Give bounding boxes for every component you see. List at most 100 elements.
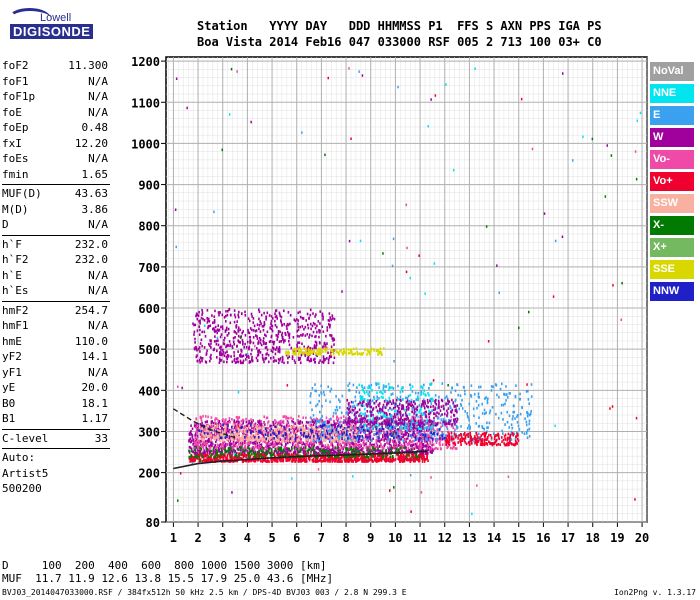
echo-point — [377, 454, 379, 458]
echo-point — [206, 439, 209, 443]
echo-point — [415, 426, 417, 430]
echo-point — [490, 385, 493, 388]
echo-point — [254, 445, 257, 449]
echo-point — [277, 428, 280, 431]
echo-point — [375, 460, 378, 463]
echo-point — [245, 455, 247, 459]
echo-point — [227, 432, 229, 435]
echo-point — [386, 403, 388, 407]
logo-lowell: Lowell — [40, 12, 72, 24]
echo-point — [401, 404, 403, 407]
echo-point — [313, 443, 315, 447]
echo-point — [477, 438, 480, 441]
echo-point — [401, 390, 404, 393]
logo-digisonde: DIGISONDE — [10, 24, 94, 39]
echo-point — [527, 398, 530, 401]
echo-point — [353, 424, 355, 428]
echo-point — [418, 447, 421, 451]
echo-point — [389, 418, 391, 422]
echo-point — [212, 425, 215, 428]
echo-point — [321, 415, 323, 418]
echo-point — [378, 404, 380, 408]
echo-point — [237, 429, 240, 433]
echo-point — [370, 383, 372, 387]
echo-point — [341, 435, 343, 439]
echo-point — [452, 445, 455, 448]
echo-point — [209, 432, 212, 435]
echo-point — [530, 383, 533, 386]
echo-point — [348, 421, 351, 424]
echo-point — [346, 443, 348, 446]
echo-point — [217, 419, 219, 422]
param-value: N/A — [88, 90, 108, 103]
echo-point — [232, 443, 235, 446]
param-row: yF1 N/A — [2, 365, 110, 381]
echo-point — [338, 443, 340, 447]
echo-point — [408, 458, 411, 462]
echo-point — [411, 421, 413, 425]
echo-point — [370, 439, 373, 443]
echo-point — [351, 411, 353, 414]
x-tick-label: 8 — [342, 531, 349, 545]
x-tick-label: 18 — [586, 531, 600, 545]
echo-point — [248, 428, 250, 431]
echo-point — [348, 444, 351, 448]
echo-point — [321, 441, 323, 445]
echo-point — [301, 448, 303, 451]
echo-point — [284, 439, 286, 443]
echo-point — [417, 458, 419, 461]
echo-point — [322, 459, 324, 463]
echo-point — [267, 446, 269, 449]
echo-point — [369, 418, 372, 422]
echo-point — [328, 438, 331, 442]
echo-point — [447, 402, 450, 405]
echo-point — [198, 450, 201, 454]
echo-point — [414, 391, 417, 395]
echo-point — [210, 436, 213, 439]
echo-point — [284, 430, 287, 434]
echo-point — [397, 412, 399, 416]
echo-point — [230, 449, 233, 453]
echo-point — [194, 432, 197, 435]
echo-point — [307, 421, 309, 424]
echo-point — [511, 417, 514, 421]
echo-point — [256, 428, 259, 431]
echo-point — [367, 457, 370, 461]
echo-point — [257, 425, 260, 428]
echo-point — [271, 457, 274, 460]
echo-point — [419, 422, 422, 425]
echo-point — [398, 435, 401, 438]
echo-point — [341, 426, 343, 429]
echo-point — [347, 420, 349, 424]
echo-point — [398, 410, 400, 414]
echo-point — [254, 438, 257, 441]
echo-point — [445, 419, 447, 423]
echo-point — [430, 400, 432, 403]
x-tick-label: 17 — [561, 531, 575, 545]
echo-point — [397, 457, 399, 460]
echo-point — [427, 401, 429, 404]
echo-point — [526, 414, 529, 418]
echo-point — [216, 443, 219, 446]
echo-point — [319, 440, 322, 444]
echo-point — [430, 427, 432, 431]
echo-point — [366, 459, 368, 462]
echo-point — [405, 454, 407, 457]
echo-point — [268, 444, 270, 448]
echo-point — [336, 433, 338, 437]
echo-point — [326, 451, 329, 455]
echo-point — [460, 403, 462, 406]
echo-point — [325, 399, 327, 402]
echo-point — [204, 415, 207, 418]
echo-point — [247, 460, 250, 463]
echo-point — [397, 454, 400, 458]
echo-point — [305, 437, 308, 440]
param-value: 232.0 — [74, 253, 108, 266]
echo-point — [277, 421, 279, 425]
echo-point — [225, 430, 227, 434]
echo-point — [436, 411, 438, 414]
echo-point — [417, 429, 420, 433]
echo-point — [394, 425, 397, 428]
echo-point — [457, 393, 459, 397]
echo-point — [253, 423, 255, 427]
